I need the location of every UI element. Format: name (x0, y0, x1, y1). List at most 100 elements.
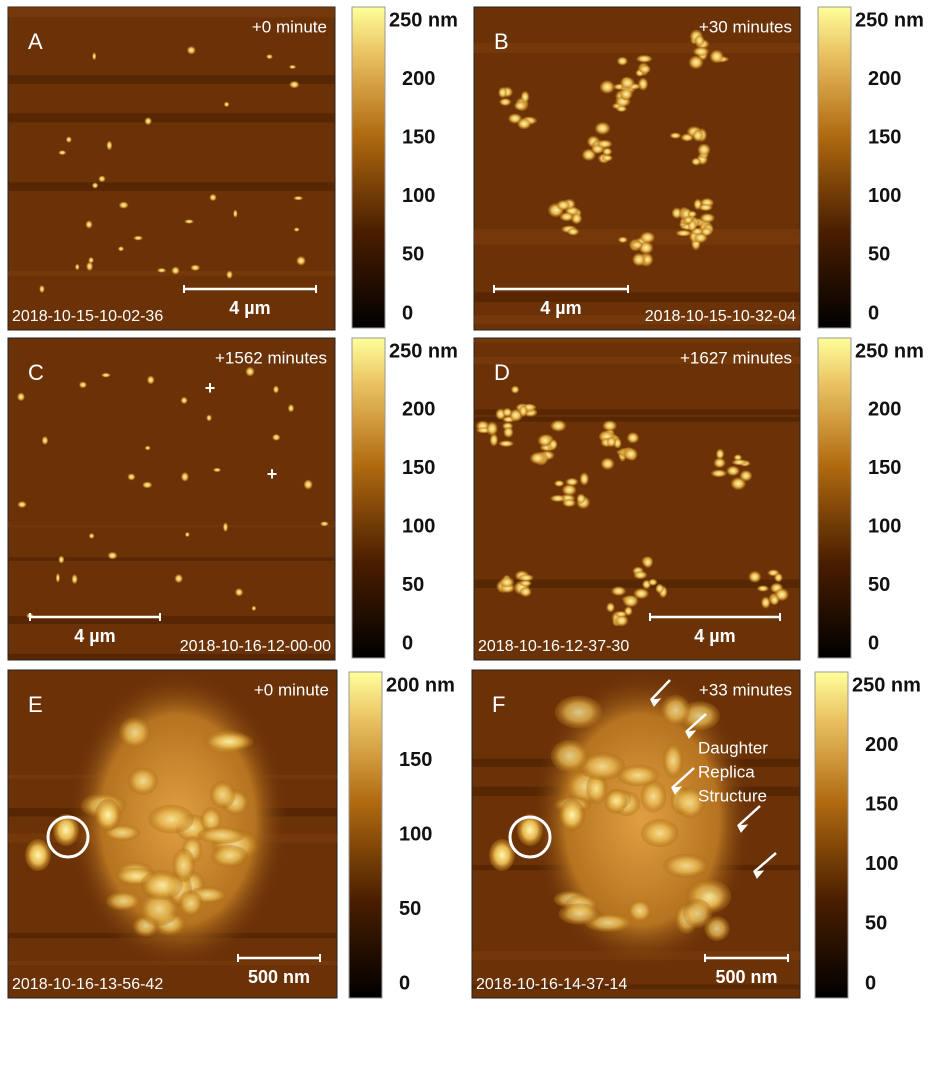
arrow (671, 767, 695, 789)
afm-image (7, 337, 336, 661)
cluster-grain (602, 147, 613, 156)
colorbar (817, 6, 852, 329)
cluster-grain (559, 212, 574, 222)
cluster-grain (594, 122, 611, 135)
particle (289, 64, 297, 69)
cluster-grain (517, 118, 531, 130)
grain (675, 787, 705, 819)
cluster-grain (549, 439, 558, 450)
colorbar-label: 150 (402, 126, 435, 148)
scan-streak (8, 75, 335, 84)
timestamp: 2018-10-16-12-00-00 (180, 638, 331, 655)
particle (190, 264, 200, 271)
afm-features (8, 366, 335, 660)
particle (39, 285, 45, 293)
cluster-grain (623, 595, 639, 608)
colorbar-label: 250 nm (389, 340, 458, 362)
cluster-grain (571, 213, 583, 225)
colorbar (351, 6, 386, 329)
scale-label: 4 µm (229, 298, 270, 318)
afm-features (474, 338, 800, 627)
plus-marker: + (205, 378, 216, 398)
arrow (753, 852, 777, 873)
particle (180, 396, 188, 404)
scan-streak (8, 7, 335, 18)
annotation: Replica (698, 762, 755, 781)
particle (233, 209, 238, 218)
grain (579, 752, 626, 781)
particle (287, 404, 295, 413)
cluster-grain (638, 77, 649, 91)
colorbar-label: 250 nm (855, 9, 924, 31)
cluster-grain (626, 432, 640, 444)
cluster-grain (655, 583, 664, 594)
cluster-grain (562, 484, 577, 496)
cluster-grain (709, 49, 724, 64)
colorbar (348, 671, 383, 999)
cluster-grain (726, 465, 740, 476)
marker-circle (46, 815, 90, 859)
arrow-head (753, 870, 765, 879)
particle (144, 117, 152, 125)
cluster-grain (499, 98, 512, 106)
grain (640, 780, 667, 813)
particle (17, 501, 27, 508)
particle (144, 445, 151, 451)
cluster-grain (616, 56, 628, 66)
cluster-grain (731, 459, 747, 466)
particle (213, 467, 221, 473)
cluster-grain (502, 407, 513, 417)
particle (106, 140, 113, 151)
grain (118, 716, 151, 749)
scan-streak (472, 984, 800, 990)
grain (604, 789, 628, 814)
cluster-grain (597, 139, 613, 149)
marker-circle (508, 815, 552, 859)
cluster-grain (693, 46, 710, 57)
cluster-grain (601, 154, 613, 162)
scale-label: 4 µm (694, 626, 735, 646)
cluster-grain (498, 440, 514, 447)
scan-streak (8, 520, 335, 528)
bead (559, 799, 585, 831)
particle (147, 375, 155, 385)
colorbar-label: 100 (868, 185, 901, 207)
timestamp: 2018-10-15-10-32-04 (645, 308, 796, 325)
particle (223, 101, 230, 107)
cluster-grain (620, 77, 635, 89)
cluster-grain (698, 203, 713, 212)
cluster-grain (633, 588, 649, 599)
arrow (650, 679, 671, 701)
colorbar-label: 50 (868, 244, 890, 266)
colorbar-label: 200 (402, 68, 435, 90)
afm-panel: E +0 minute 2018-10-16-13-56-42 500 nm 200 n… (7, 669, 455, 999)
scale-label: 4 µm (540, 298, 581, 318)
colorbar-label: 150 (868, 457, 901, 479)
arrow-head (685, 730, 697, 739)
particle (58, 555, 65, 564)
colorbar-label: 100 (402, 515, 435, 537)
particle (92, 182, 99, 189)
grain (554, 695, 603, 729)
cluster-grain (619, 88, 633, 100)
scale-label: 4 µm (74, 626, 115, 646)
afm-features (472, 670, 800, 990)
particle (79, 381, 87, 389)
cluster-grain (669, 132, 682, 139)
colorbar-label: 50 (402, 244, 424, 266)
colorbar (351, 337, 386, 659)
colorbar-label: 200 (868, 399, 901, 421)
cluster-grain (554, 480, 565, 487)
particle (65, 136, 72, 143)
particle (85, 220, 93, 229)
colorbar-label: 100 (402, 185, 435, 207)
grain (616, 764, 660, 787)
scan-streak (474, 292, 800, 303)
cluster-grain (556, 200, 571, 211)
timestamp: 2018-10-16-13-56-42 (12, 976, 163, 993)
afm-image (473, 6, 801, 331)
scan-streak (8, 615, 335, 625)
cluster-grain (565, 477, 579, 486)
cluster-grain (606, 436, 617, 447)
particle (58, 150, 67, 156)
